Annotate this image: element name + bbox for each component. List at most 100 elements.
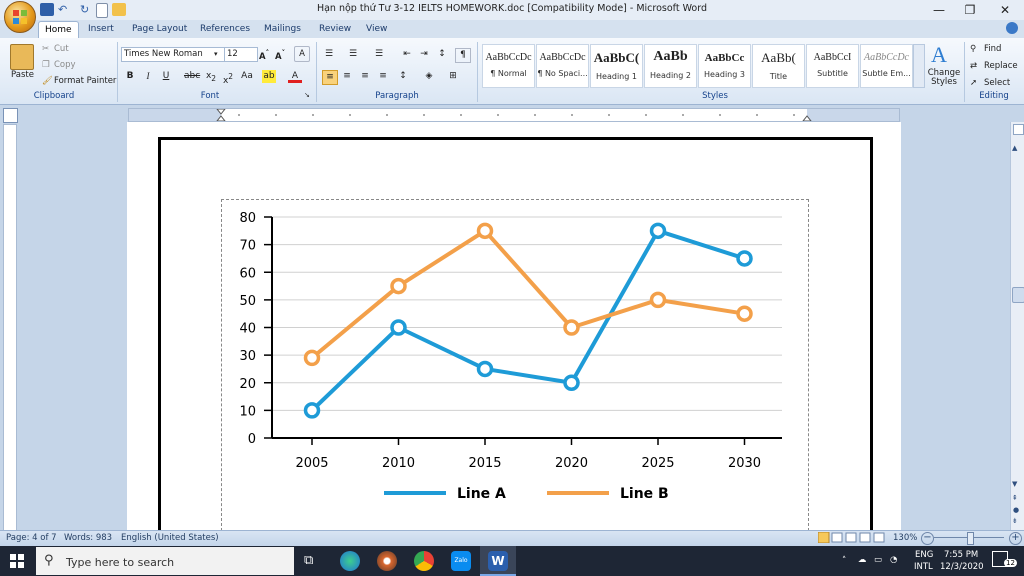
copy-button[interactable]: Copy bbox=[54, 60, 76, 70]
style-heading-1[interactable]: AaBbC( Heading 1 bbox=[590, 44, 643, 88]
restore-button[interactable]: ❐ bbox=[964, 3, 976, 17]
tab-home[interactable]: Home bbox=[38, 21, 79, 39]
borders-icon[interactable]: ⊞ bbox=[449, 71, 457, 81]
zoom-out-icon[interactable]: − bbox=[921, 532, 934, 545]
dialog-launcher-icon[interactable]: ↘ bbox=[304, 91, 310, 99]
bold-button[interactable]: B bbox=[126, 71, 134, 81]
scroll-thumb[interactable] bbox=[1012, 287, 1024, 303]
show-marks-icon[interactable]: ¶ bbox=[455, 48, 471, 63]
style-heading-3[interactable]: AaBbCc Heading 3 bbox=[698, 44, 751, 88]
horizontal-ruler[interactable] bbox=[128, 108, 900, 122]
cut-button[interactable]: Cut bbox=[54, 44, 69, 54]
office-button[interactable] bbox=[4, 1, 36, 33]
highlight-icon[interactable]: ab bbox=[262, 70, 276, 83]
taskbar-search-box[interactable] bbox=[36, 547, 294, 575]
styles-gallery-scroll[interactable] bbox=[913, 44, 925, 88]
next-page-icon[interactable]: ⇟ bbox=[1012, 517, 1018, 525]
edge-browser-icon[interactable] bbox=[340, 551, 360, 571]
font-color-icon[interactable]: A bbox=[288, 70, 302, 83]
multilevel-list-icon[interactable]: ☰ bbox=[374, 49, 384, 59]
wifi-icon[interactable]: ◔ bbox=[890, 555, 898, 565]
font-name-select[interactable]: Times New Roman bbox=[121, 47, 225, 62]
clear-formatting-icon[interactable]: A bbox=[294, 46, 310, 62]
bullets-icon[interactable]: ☰ bbox=[324, 49, 334, 59]
tab-view[interactable]: View bbox=[366, 24, 388, 34]
clock-time[interactable]: 7:55 PM bbox=[944, 550, 979, 560]
save-icon[interactable] bbox=[40, 3, 54, 16]
previous-page-icon[interactable]: ⇞ bbox=[1012, 494, 1018, 502]
new-document-icon[interactable] bbox=[96, 3, 108, 18]
ruler-toggle-icon[interactable] bbox=[1013, 124, 1024, 135]
italic-button[interactable]: I bbox=[146, 71, 150, 81]
paste-icon[interactable] bbox=[10, 44, 34, 70]
sort-icon[interactable]: ↕ bbox=[438, 49, 446, 59]
style-normal[interactable]: AaBbCcDc ¶ Normal bbox=[482, 44, 535, 88]
language-indicator[interactable]: English (United States) bbox=[121, 533, 219, 543]
chevron-down-icon[interactable]: ▾ bbox=[214, 50, 218, 58]
style-heading-2[interactable]: AaBb Heading 2 bbox=[644, 44, 697, 88]
minimize-button[interactable]: — bbox=[933, 3, 945, 17]
numbering-icon[interactable]: ☰ bbox=[348, 49, 358, 59]
tab-page-layout[interactable]: Page Layout bbox=[132, 24, 188, 34]
page-count[interactable]: Page: 4 of 7 bbox=[6, 533, 57, 543]
search-placeholder[interactable]: Type here to search bbox=[66, 556, 175, 569]
tab-mailings[interactable]: Mailings bbox=[264, 24, 301, 34]
tab-selector[interactable] bbox=[3, 108, 18, 123]
zoom-slider-thumb[interactable] bbox=[967, 532, 974, 545]
open-folder-icon[interactable] bbox=[112, 3, 126, 16]
grow-font-icon[interactable]: A˄ bbox=[259, 48, 270, 62]
chrome-browser-icon[interactable] bbox=[414, 551, 434, 571]
tab-references[interactable]: References bbox=[200, 24, 251, 34]
task-view-icon[interactable]: ⧉ bbox=[304, 553, 314, 568]
redo-icon[interactable]: ↻ bbox=[80, 3, 90, 16]
style-subtitle[interactable]: AaBbCcI Subtitle bbox=[806, 44, 859, 88]
browse-object-icon[interactable]: ● bbox=[1013, 506, 1020, 514]
style-title[interactable]: AaBb( Title bbox=[752, 44, 805, 88]
view-buttons[interactable] bbox=[817, 531, 888, 544]
increase-indent-icon[interactable]: ⇥ bbox=[420, 49, 428, 59]
justify-icon[interactable]: ≡ bbox=[379, 71, 387, 81]
language-code[interactable]: ENG bbox=[915, 550, 934, 560]
strikethrough-button[interactable]: abc bbox=[184, 71, 201, 81]
change-case-button[interactable]: Aa bbox=[241, 71, 253, 81]
align-right-icon[interactable]: ≡ bbox=[361, 71, 369, 81]
word-count[interactable]: Words: 983 bbox=[64, 533, 113, 543]
chart-object[interactable]: 0 10 20 30 40 50 60 70 80 2005 2010 2015 2020 2025 203… bbox=[221, 199, 809, 536]
tray-overflow-icon[interactable]: ˄ bbox=[842, 556, 847, 566]
replace-button[interactable]: Replace bbox=[984, 61, 1018, 71]
line-spacing-icon[interactable]: ↕ bbox=[399, 71, 407, 81]
onedrive-icon[interactable]: ☁ bbox=[858, 555, 867, 565]
scroll-up-arrow[interactable]: ▲ bbox=[1012, 144, 1018, 152]
decrease-indent-icon[interactable]: ⇤ bbox=[403, 49, 411, 59]
paste-button[interactable]: Paste bbox=[11, 70, 34, 80]
vertical-ruler[interactable] bbox=[3, 124, 17, 532]
align-left-icon[interactable]: ≡ bbox=[322, 70, 338, 85]
align-center-icon[interactable]: ≡ bbox=[343, 71, 351, 81]
media-player-icon[interactable] bbox=[377, 551, 397, 571]
windows-start-icon[interactable] bbox=[10, 554, 24, 571]
font-size-select[interactable]: 12 bbox=[224, 47, 258, 62]
scroll-down-arrow[interactable]: ▼ bbox=[1012, 480, 1018, 488]
find-button[interactable]: Find bbox=[984, 44, 1002, 54]
tab-insert[interactable]: Insert bbox=[88, 24, 114, 34]
style-no-spacing[interactable]: AaBbCcDc ¶ No Spaci... bbox=[536, 44, 589, 88]
power-icon[interactable]: ▭ bbox=[874, 555, 883, 565]
vertical-scrollbar[interactable]: ▲ ▼ ⇞ ● ⇟ bbox=[1010, 122, 1024, 530]
shrink-font-icon[interactable]: A˅ bbox=[275, 48, 286, 62]
select-button[interactable]: Select bbox=[984, 78, 1011, 88]
undo-icon[interactable]: ↶ bbox=[58, 3, 68, 16]
help-icon[interactable] bbox=[1006, 22, 1018, 34]
underline-button[interactable]: U bbox=[162, 71, 170, 81]
zoom-level[interactable]: 130% bbox=[893, 533, 918, 543]
superscript-button[interactable]: x2 bbox=[222, 72, 234, 86]
zalo-icon[interactable]: Zalo bbox=[451, 551, 471, 571]
subscript-button[interactable]: x2 bbox=[205, 71, 217, 83]
shading-icon[interactable]: ◈ bbox=[425, 71, 433, 81]
clock-date[interactable]: 12/3/2020 bbox=[940, 562, 984, 572]
close-button[interactable]: ✕ bbox=[999, 3, 1011, 17]
change-styles-button[interactable]: Change Styles bbox=[927, 68, 961, 87]
tab-review[interactable]: Review bbox=[319, 24, 352, 34]
keyboard-layout[interactable]: INTL bbox=[914, 562, 933, 572]
format-painter-button[interactable]: Format Painter bbox=[54, 76, 117, 86]
zoom-in-icon[interactable]: + bbox=[1009, 532, 1022, 545]
